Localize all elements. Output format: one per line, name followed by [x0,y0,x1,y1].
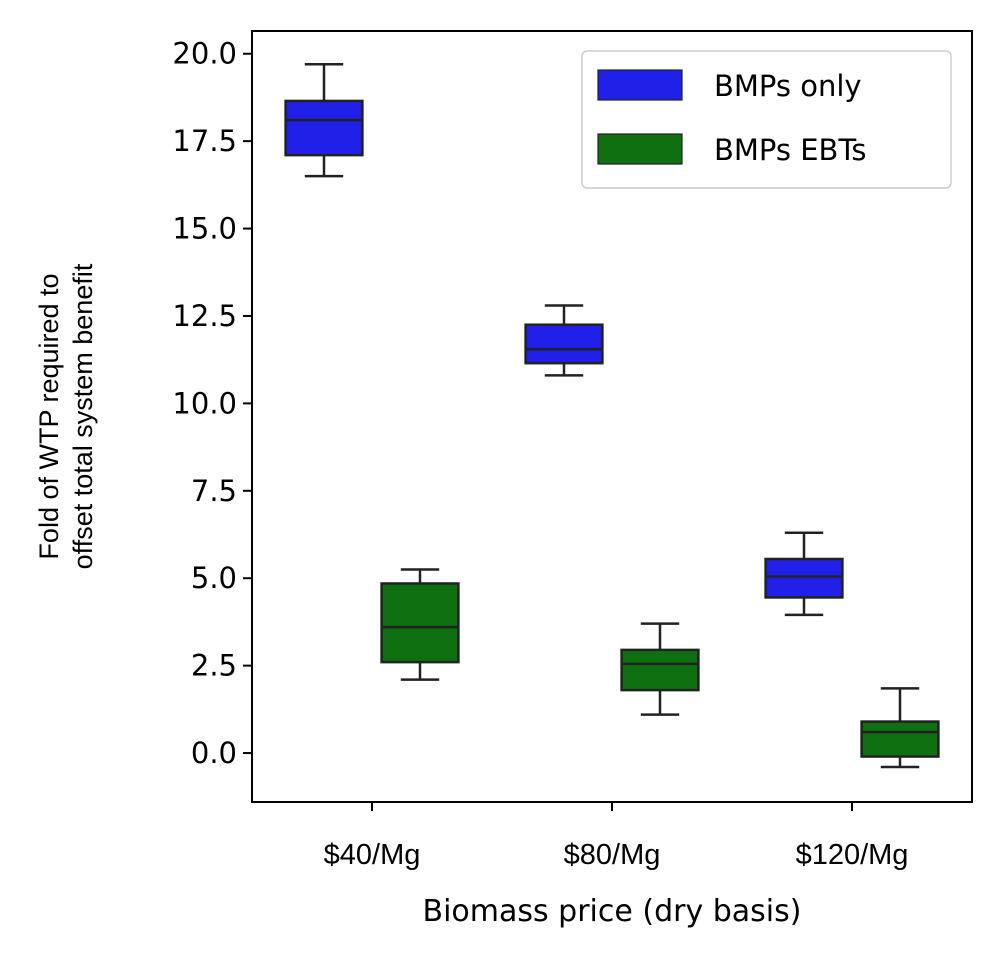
y-tick-label: 7.5 [191,474,237,508]
iqr-box [380,582,460,664]
y-tick-label: 0.0 [191,736,237,770]
x-axis-title: Biomass price (dry basis) [423,894,802,929]
y-axis-title-line-2: offset total system benefit [68,263,98,569]
legend-label-bmps-ebts: BMPs EBTs [714,133,866,167]
x-axis: $40/Mg $80/Mg $120/Mg [324,802,909,871]
legend-swatch-bmps-only [597,69,683,101]
x-tick-label: $40/Mg [324,839,421,871]
box-1-0 [380,568,460,681]
y-axis: 0.0 2.5 5.0 7.5 10.0 12.5 15.0 17.5 20.0 [172,37,252,770]
iqr-box [284,99,364,157]
box-1-1 [620,622,700,716]
y-tick-label: 5.0 [191,561,237,595]
iqr-box [860,720,940,758]
box-0-0 [284,62,364,178]
iqr-box [764,557,844,599]
y-axis-title-line-1: Fold of WTP required to [34,273,64,559]
boxes-layer [284,62,940,769]
box-0-2 [764,531,844,617]
x-tick-label: $120/Mg [796,839,909,871]
box-0-1 [524,304,604,377]
y-tick-label: 2.5 [191,649,237,683]
legend-swatch-bmps-ebts [597,133,683,165]
y-tick-label: 17.5 [172,124,237,158]
legend: BMPs only BMPs EBTs [581,50,952,189]
iqr-box [524,323,604,365]
y-tick-label: 10.0 [172,386,237,420]
y-tick-label: 15.0 [172,212,237,246]
y-tick-label: 20.0 [172,37,237,71]
legend-label-bmps-only: BMPs only [714,69,862,103]
y-tick-label: 12.5 [172,299,237,333]
box-1-2 [860,687,940,769]
iqr-box [620,648,700,692]
x-tick-label: $80/Mg [564,839,661,871]
